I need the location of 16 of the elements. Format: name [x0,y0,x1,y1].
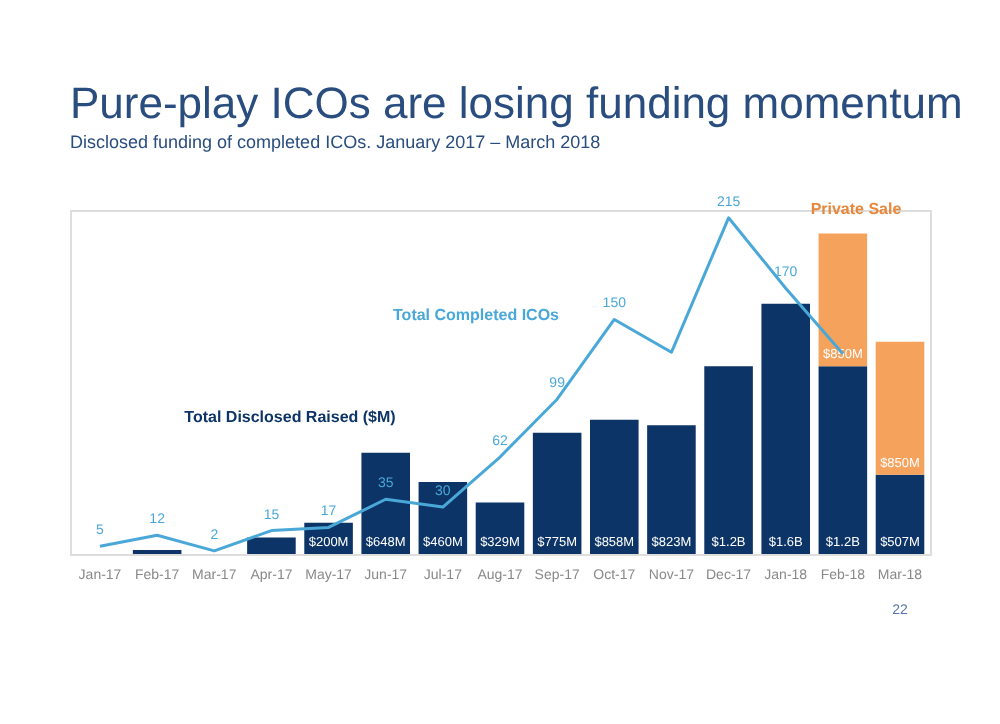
bar [361,452,410,554]
bar [875,474,925,554]
bar [761,303,810,554]
bar [647,425,696,554]
bar [590,419,639,554]
annotation: Total Disclosed Raised ($M) [184,408,397,426]
annotation: Total Completed ICOs [393,306,561,324]
bar [818,233,868,367]
bar [532,432,582,554]
chart-subtitle: Disclosed funding of completed ICOs. January 2017 – March 2018 [70,131,601,152]
bar [875,341,925,475]
chart-title: Pure-play ICOs are losing funding momentum [70,77,963,128]
bar [247,537,296,554]
text: Private Sale [810,200,903,218]
bar [818,366,868,554]
bar [704,366,753,554]
